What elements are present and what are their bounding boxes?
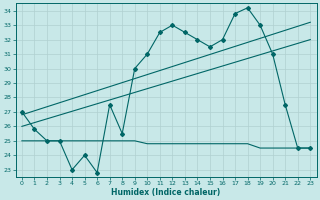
X-axis label: Humidex (Indice chaleur): Humidex (Indice chaleur): [111, 188, 221, 197]
